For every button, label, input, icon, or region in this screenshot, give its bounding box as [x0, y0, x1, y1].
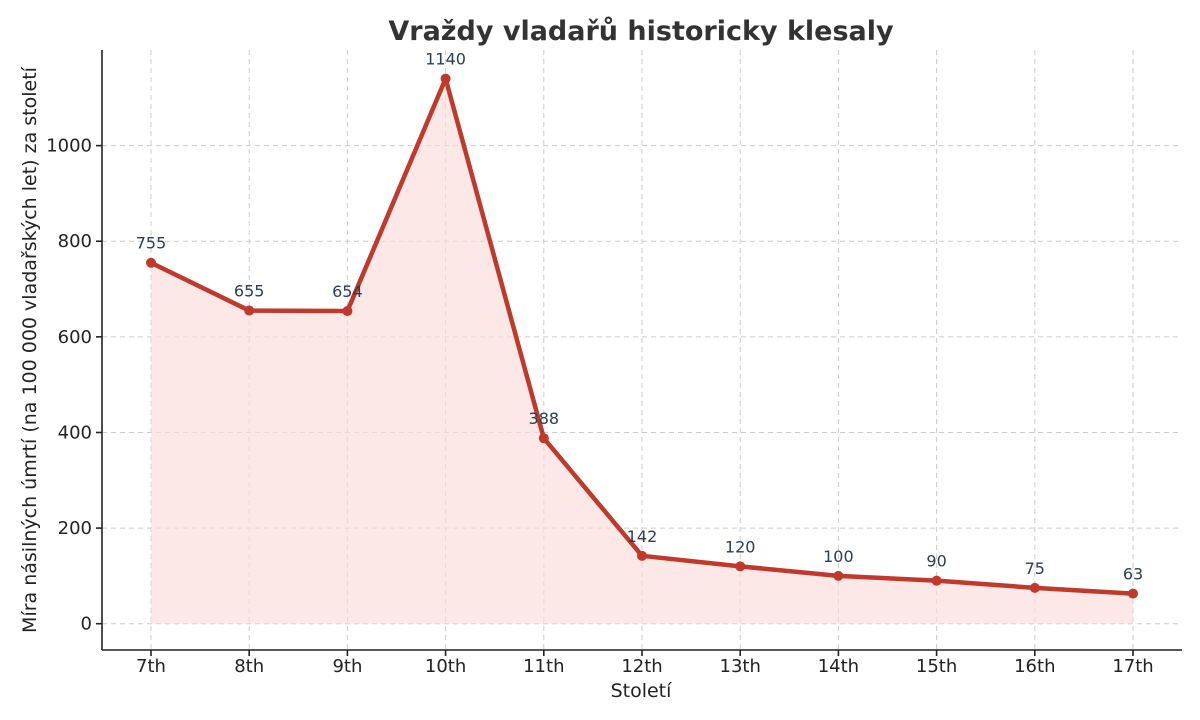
x-tick-label: 10th: [425, 656, 466, 677]
y-tick-label: 800: [58, 231, 92, 252]
data-point: [735, 561, 746, 572]
y-tick-label: 1000: [46, 136, 92, 157]
data-label: 755: [136, 234, 167, 253]
data-point: [1128, 588, 1138, 599]
x-tick-label: 7th: [136, 656, 166, 677]
x-tick-label: 8th: [234, 656, 264, 677]
data-label: 654: [332, 282, 363, 301]
data-point: [538, 433, 549, 444]
data-point: [637, 550, 647, 561]
markers: [146, 73, 1138, 599]
data-point: [244, 305, 255, 316]
data-point: [440, 73, 451, 84]
y-ticks: 0 200 400 600 800 1000: [46, 136, 102, 635]
data-label: 655: [234, 282, 265, 301]
x-tick-label: 16th: [1014, 656, 1055, 677]
area-fill: [151, 78, 1133, 624]
data-label: 1140: [425, 50, 466, 69]
data-label: 90: [926, 552, 946, 571]
data-label: 142: [627, 527, 658, 546]
data-labels: 755 655 654 1140 388 142 120 100 90 75 63: [136, 50, 1143, 584]
data-point: [342, 306, 353, 317]
chart-title: Vraždy vladařů historicky klesaly: [388, 16, 894, 47]
y-axis-label: Míra násilných úmrtí (na 100 000 vladařs…: [19, 66, 41, 633]
data-label: 75: [1025, 559, 1045, 578]
x-tick-label: 15th: [916, 656, 957, 677]
x-tick-label: 17th: [1112, 656, 1153, 677]
y-tick-label: 200: [58, 518, 92, 539]
x-tick-label: 11th: [523, 656, 564, 677]
data-label: 63: [1123, 565, 1143, 584]
y-tick-label: 0: [81, 614, 92, 635]
data-point: [1029, 582, 1040, 593]
y-tick-label: 400: [58, 422, 92, 443]
data-point: [833, 570, 844, 581]
data-point: [146, 257, 156, 268]
x-tick-label: 12th: [621, 656, 662, 677]
data-point: [931, 575, 942, 586]
x-tick-label: 14th: [818, 656, 859, 677]
x-tick-label: 9th: [332, 656, 362, 677]
data-label: 388: [529, 409, 560, 428]
x-axis-label: Století: [611, 680, 673, 702]
data-label: 120: [725, 537, 756, 556]
data-label: 100: [823, 547, 854, 566]
x-tick-label: 13th: [720, 656, 761, 677]
y-tick-label: 600: [58, 327, 92, 348]
x-ticks: 7th 8th 9th 10th 11th 12th 13th 14th 15th 16th 17t…: [136, 650, 1154, 677]
